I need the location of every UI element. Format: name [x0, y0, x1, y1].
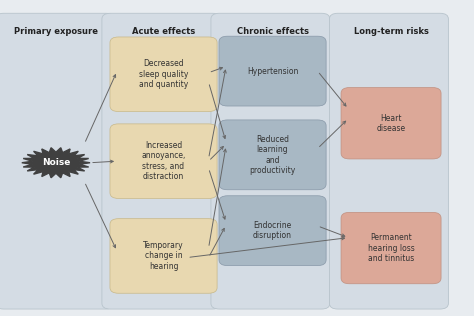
Text: Noise: Noise — [42, 158, 70, 167]
Text: Heart
disease: Heart disease — [376, 113, 406, 133]
Text: Temporary
change in
hearing: Temporary change in hearing — [143, 241, 184, 271]
Text: Long-term risks: Long-term risks — [354, 27, 428, 36]
FancyBboxPatch shape — [110, 124, 217, 198]
FancyBboxPatch shape — [219, 120, 326, 190]
Polygon shape — [22, 148, 90, 178]
FancyBboxPatch shape — [329, 13, 448, 309]
Text: Increased
annoyance,
stress, and
distraction: Increased annoyance, stress, and distrac… — [141, 141, 186, 181]
Text: Acute effects: Acute effects — [132, 27, 195, 36]
FancyBboxPatch shape — [219, 36, 326, 106]
Text: Permanent
hearing loss
and tinnitus: Permanent hearing loss and tinnitus — [368, 233, 414, 263]
FancyBboxPatch shape — [0, 13, 114, 309]
Text: Hypertension: Hypertension — [247, 67, 298, 76]
FancyBboxPatch shape — [341, 88, 441, 159]
FancyBboxPatch shape — [341, 212, 441, 284]
FancyBboxPatch shape — [219, 196, 326, 265]
FancyBboxPatch shape — [110, 37, 217, 112]
Text: Decreased
sleep quality
and quantity: Decreased sleep quality and quantity — [139, 59, 188, 89]
Text: Chronic effects: Chronic effects — [237, 27, 309, 36]
Text: Endocrine
disruption: Endocrine disruption — [253, 221, 292, 240]
FancyBboxPatch shape — [102, 13, 221, 309]
Text: Primary exposure: Primary exposure — [14, 27, 98, 36]
Text: Reduced
learning
and
productivity: Reduced learning and productivity — [249, 135, 296, 175]
FancyBboxPatch shape — [110, 219, 217, 293]
FancyBboxPatch shape — [211, 13, 330, 309]
